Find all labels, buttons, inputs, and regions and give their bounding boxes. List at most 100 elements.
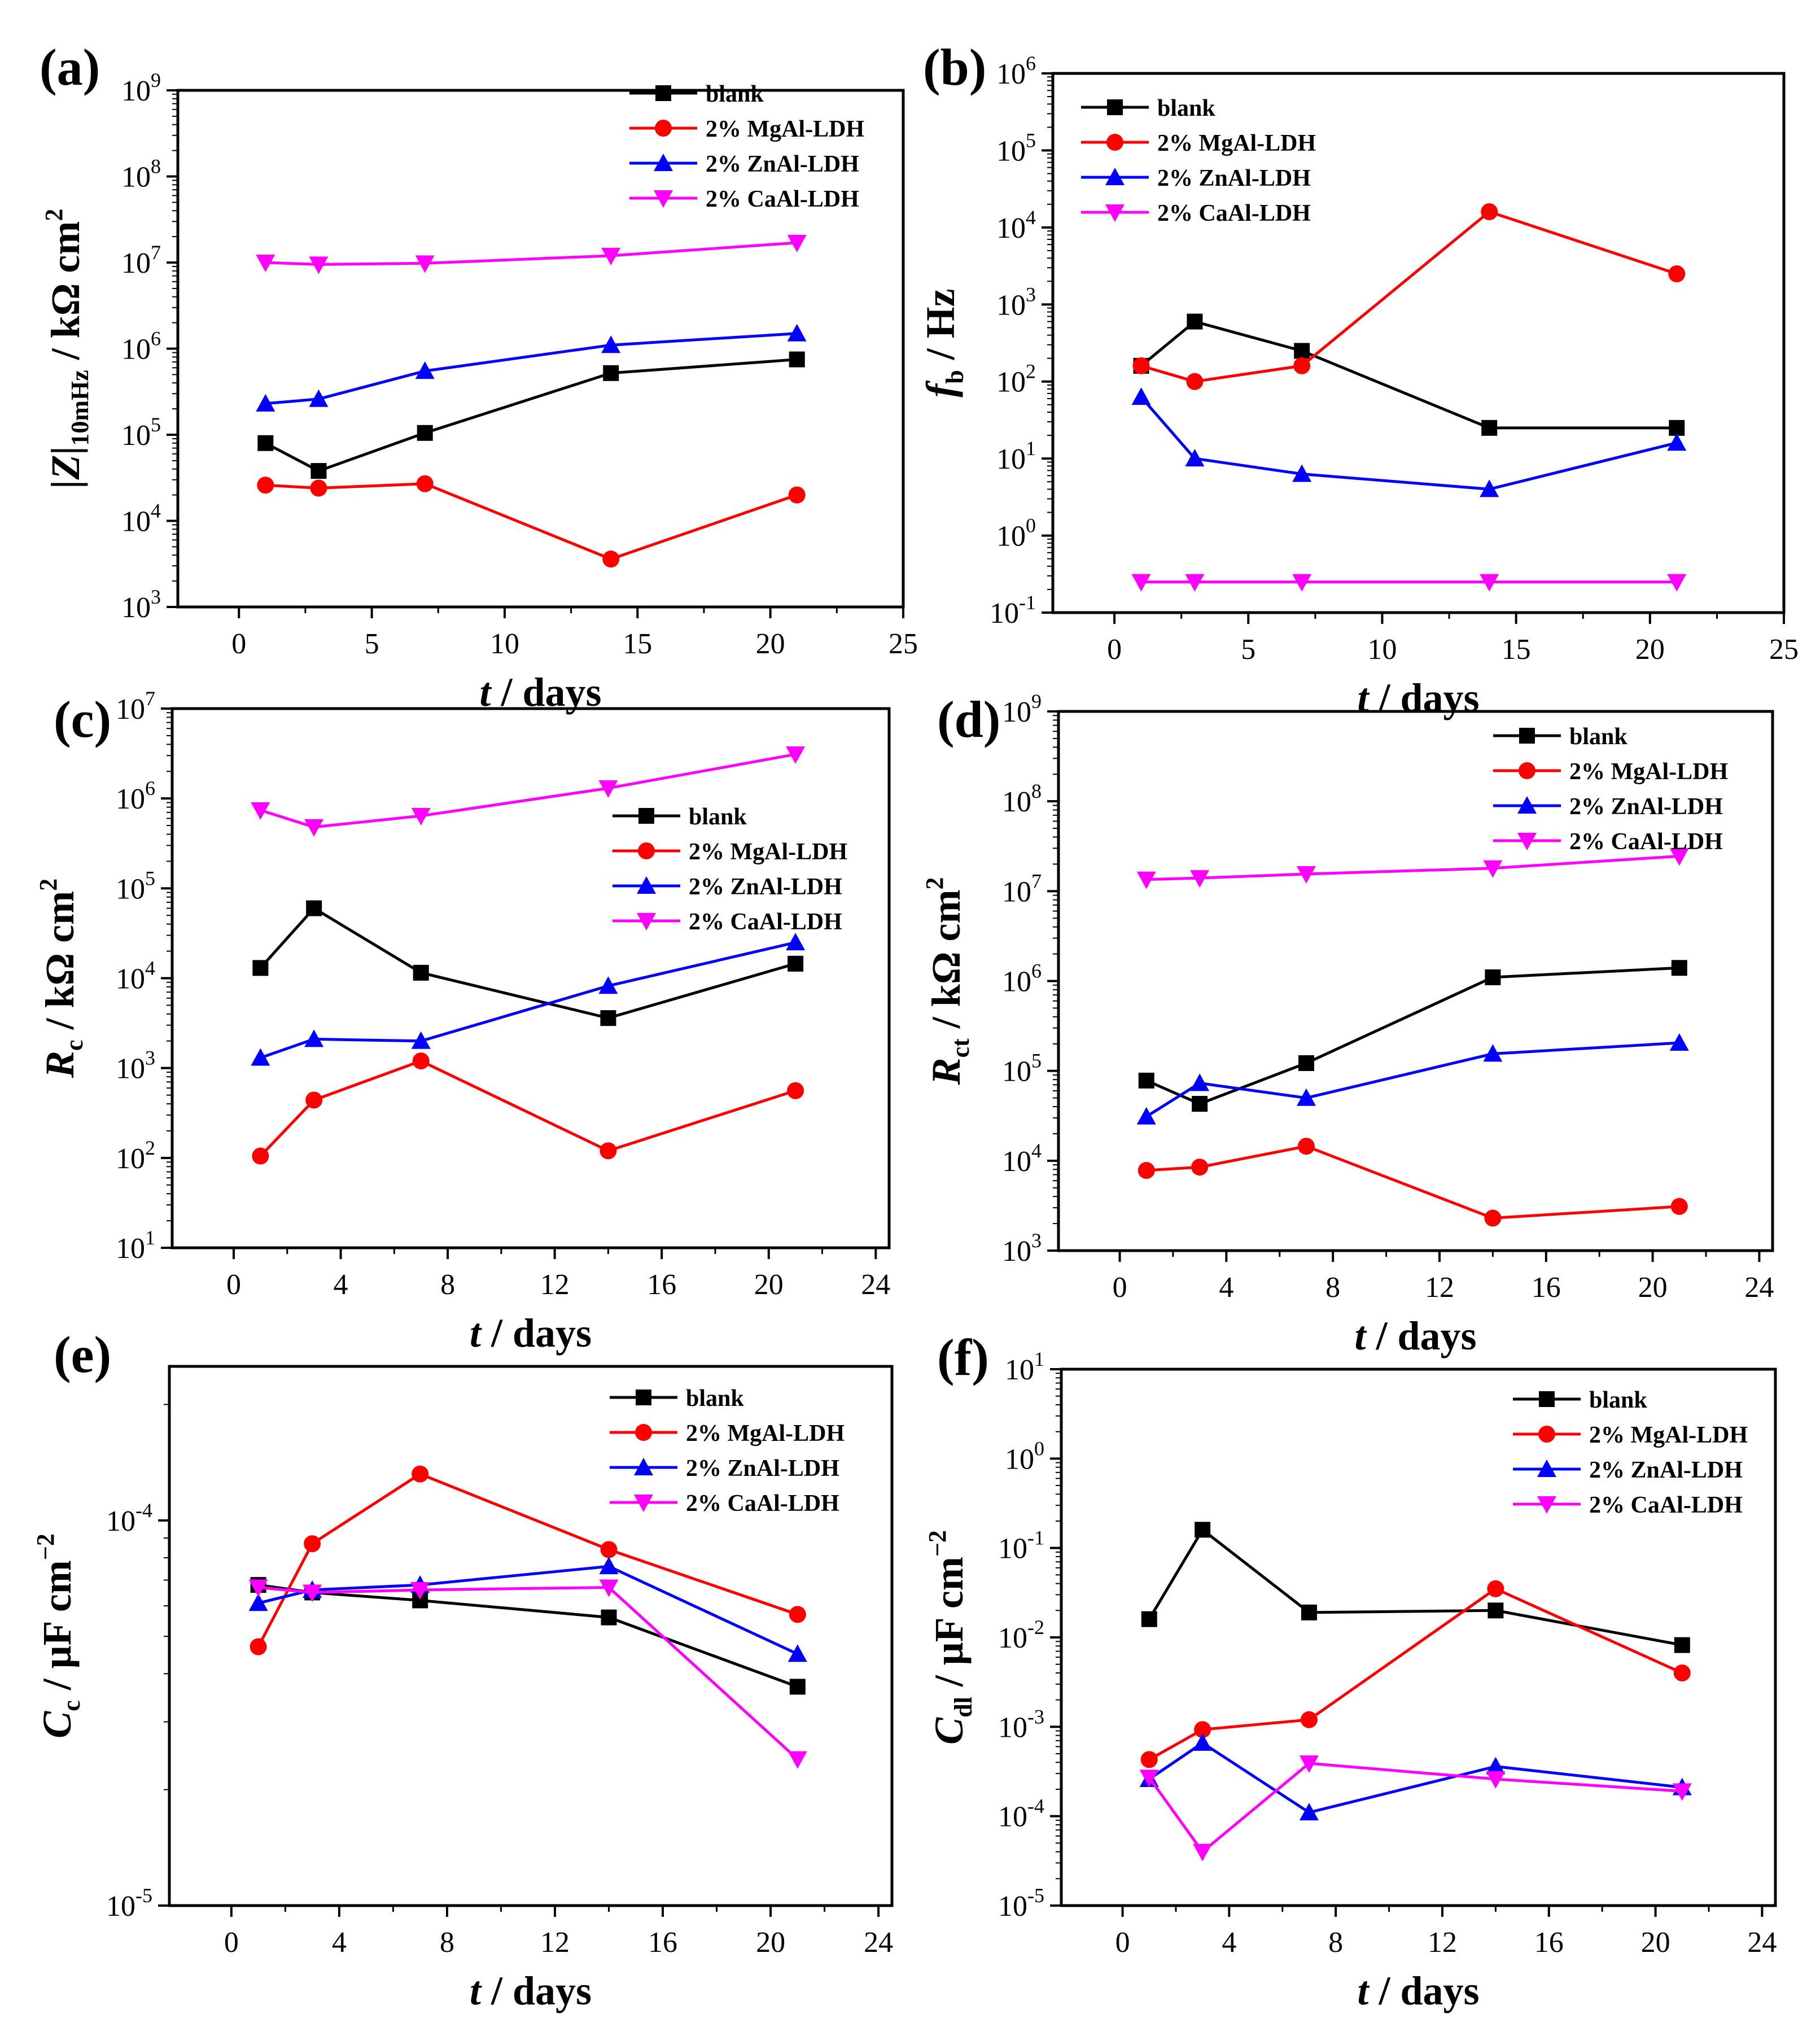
series-line-caal: [265, 241, 797, 266]
data-point-mgal: [600, 1541, 618, 1558]
series-znal: [1131, 387, 1687, 497]
legend-label: 2% ZnAl-LDH: [706, 151, 859, 177]
data-point-caal: [1296, 866, 1316, 884]
y-axis-title: Rc / kΩ cm2: [34, 879, 88, 1078]
x-tick-label: 4: [334, 1269, 348, 1301]
data-point-mgal: [1191, 1159, 1209, 1176]
x-tick-label: 24: [1744, 1272, 1774, 1304]
y-axis-title: Rct / kΩ cm2: [921, 877, 974, 1086]
series-mgal: [252, 1052, 804, 1165]
data-point-mgal: [257, 477, 274, 494]
data-point-mgal: [252, 1147, 269, 1165]
data-point-mgal: [250, 1638, 267, 1655]
legend-label: 2% MgAl-LDH: [1157, 130, 1316, 156]
y-axis-title: |Z|10mHz / kΩ cm2: [40, 209, 94, 489]
data-point-mgal: [1487, 1580, 1504, 1597]
legend-marker: [637, 876, 656, 894]
x-tick-label: 20: [1641, 1926, 1670, 1959]
y-tick-label: 101: [1005, 1348, 1044, 1386]
series-blank: [257, 351, 805, 479]
y-tick-label: 10-2: [998, 1616, 1044, 1654]
legend-marker: [634, 1495, 653, 1512]
legend-marker: [636, 1390, 651, 1405]
series-caal: [1131, 574, 1687, 592]
plot-frame: [168, 1365, 894, 1907]
legend: blank 2% MgAl-LDH 2% ZnAl-LDH 2% CaAl-LDH: [1513, 1387, 1748, 1518]
data-point-mgal: [1194, 1721, 1211, 1738]
y-tick-label: 103: [121, 586, 161, 624]
legend-marker: [638, 842, 655, 859]
x-tick-label: 12: [1425, 1272, 1454, 1304]
series-line-blank: [258, 1583, 798, 1688]
series-caal: [256, 234, 807, 274]
data-point-mgal: [600, 1142, 617, 1160]
data-point-znal: [1292, 464, 1312, 482]
data-point-caal: [1480, 574, 1499, 592]
panel-label: (b): [923, 38, 986, 96]
chart-panel-b: (b) 0 5 10 15 20 25 10-1 100 101 102 103 104 105 106 t …: [918, 38, 1799, 720]
data-point-znal: [598, 976, 618, 994]
x-tick-label: 20: [1635, 633, 1665, 666]
y-tick-label: 107: [1002, 870, 1042, 908]
x-tick-label: 5: [365, 628, 379, 660]
series-blank: [1133, 313, 1685, 436]
data-point-caal: [788, 1751, 807, 1769]
data-point-znal: [248, 1593, 268, 1611]
y-tick-label: 108: [121, 155, 161, 194]
data-point-znal: [786, 933, 806, 951]
y-tick-label: 107: [116, 687, 155, 726]
data-point-blank: [1138, 1072, 1154, 1089]
series-mgal: [1138, 1138, 1688, 1227]
data-point-caal: [599, 1579, 619, 1597]
series-line-caal: [258, 1585, 799, 1760]
data-point-caal: [598, 780, 618, 798]
x-axis-title: t / days: [1357, 1968, 1479, 2013]
legend-label: blank: [1569, 724, 1628, 750]
data-point-mgal: [789, 1606, 806, 1623]
y-tick-label: 10-4: [998, 1795, 1044, 1833]
legend-label: 2% CaAl-LDH: [1589, 1492, 1743, 1518]
data-point-znal: [788, 1644, 807, 1662]
plot-frame: [170, 707, 891, 1249]
data-point-mgal: [1481, 203, 1498, 221]
y-tick-label: 101: [996, 437, 1036, 475]
legend-label: blank: [1589, 1387, 1647, 1413]
legend-label: 2% MgAl-LDH: [686, 1421, 845, 1447]
y-tick-label: 103: [996, 283, 1036, 321]
y-tick-label: 102: [116, 1137, 155, 1175]
x-tick-label: 4: [1219, 1272, 1233, 1304]
series-line-mgal: [1148, 1587, 1683, 1761]
series-caal: [248, 1579, 807, 1769]
data-point-caal: [303, 1584, 322, 1602]
data-point-blank: [1485, 969, 1501, 985]
x-tick-label: 8: [1328, 1926, 1343, 1959]
y-tick-label: 10-5: [998, 1884, 1044, 1923]
data-point-mgal: [1670, 1198, 1688, 1215]
data-point-znal: [415, 361, 435, 379]
series-znal: [251, 933, 806, 1066]
data-point-blank: [413, 964, 429, 981]
series-mgal: [257, 475, 806, 568]
x-tick-label: 16: [1534, 1926, 1564, 1959]
series-line-znal: [1148, 1741, 1683, 1814]
series-caal: [1136, 848, 1689, 889]
data-point-caal: [251, 802, 270, 820]
legend-label: 2% ZnAl-LDH: [1157, 165, 1311, 191]
plot-frame: [1051, 72, 1786, 614]
data-point-caal: [1299, 1755, 1319, 1773]
panel-label: (e): [54, 1326, 111, 1383]
x-tick-label: 24: [861, 1269, 890, 1301]
x-tick-label: 25: [1769, 633, 1799, 666]
x-tick-label: 20: [1638, 1272, 1668, 1304]
y-tick-label: 104: [121, 500, 161, 538]
data-point-znal: [1667, 433, 1687, 451]
legend-label: 2% CaAl-LDH: [1569, 829, 1723, 855]
data-point-blank: [257, 435, 274, 451]
legend-marker: [654, 154, 673, 171]
data-point-blank: [1192, 1096, 1208, 1112]
x-tick-label: 20: [754, 1269, 784, 1301]
data-point-caal: [1136, 871, 1156, 889]
series-line-caal: [1146, 854, 1679, 881]
